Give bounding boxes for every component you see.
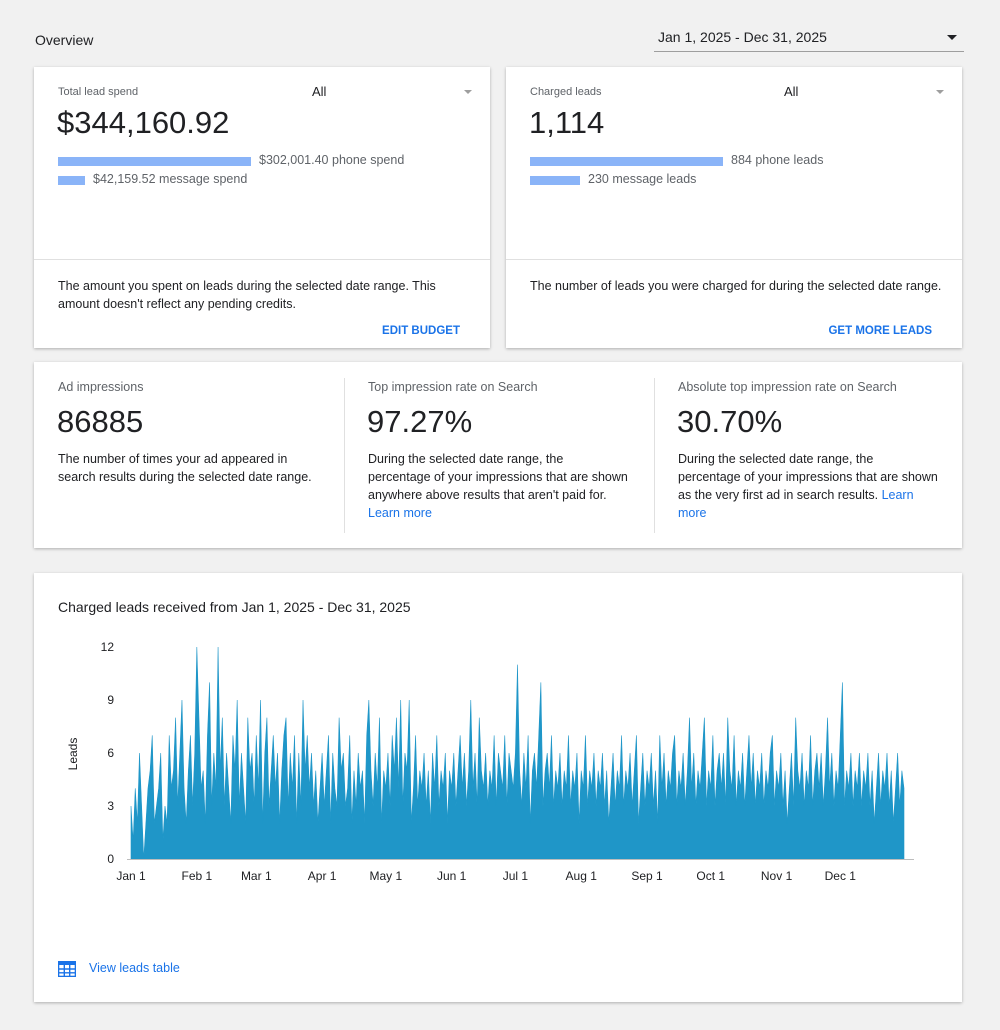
- phone-leads-label: 884 phone leads: [731, 153, 824, 167]
- leads-area-series: [130, 646, 905, 860]
- message-spend-bar: [58, 176, 85, 185]
- metric-description: During the selected date range, the perc…: [678, 450, 938, 522]
- card-description: The number of leads you were charged for…: [530, 279, 942, 293]
- metric-separator: [654, 378, 655, 533]
- metric-value: 86885: [57, 404, 144, 439]
- message-leads-label: 230 message leads: [588, 172, 697, 186]
- metric-absolute-top-impression-rate: Absolute top impression rate on Search 3…: [654, 362, 962, 548]
- phone-spend-label: $302,001.40 phone spend: [259, 153, 405, 167]
- metric-description-text: During the selected date range, the perc…: [678, 452, 938, 502]
- x-tick-label: Jan 1: [116, 869, 146, 883]
- get-more-leads-button[interactable]: GET MORE LEADS: [828, 325, 932, 337]
- filter-value: All: [784, 84, 799, 99]
- charged-leads-card: Charged leads All 1,114 884 phone leads …: [506, 67, 962, 348]
- impressions-card: Ad impressions 86885 The number of times…: [34, 362, 962, 548]
- card-divider: [506, 259, 962, 260]
- card-label: Charged leads: [530, 86, 602, 98]
- x-tick-label: Nov 1: [761, 869, 793, 883]
- phone-spend-bar: [58, 157, 251, 166]
- metric-ad-impressions: Ad impressions 86885 The number of times…: [34, 362, 344, 548]
- x-tick-label: Dec 1: [825, 869, 857, 883]
- x-tick-label: May 1: [369, 869, 402, 883]
- x-tick-label: Sep 1: [631, 869, 663, 883]
- x-tick-label: Jun 1: [437, 869, 467, 883]
- metric-value: 30.70%: [677, 404, 783, 439]
- y-tick-label: 6: [107, 746, 114, 760]
- message-spend-label: $42,159.52 message spend: [93, 172, 248, 186]
- leads-chart: 0 3 6 9 12 Jan 1 Feb 1 Mar 1 Apr 1 May 1 Jun 1 Jul …: [66, 640, 914, 883]
- learn-more-link[interactable]: Learn more: [368, 506, 432, 520]
- metric-top-impression-rate: Top impression rate on Search 97.27% Dur…: [344, 362, 654, 548]
- chart-title: Charged leads received from Jan 1, 2025 …: [58, 599, 411, 615]
- table-icon: [58, 961, 76, 977]
- learn-more-link[interactable]: Learn more: [678, 488, 914, 520]
- x-tick-label: Aug 1: [566, 869, 598, 883]
- x-tick-label: Jul 1: [503, 869, 529, 883]
- metric-separator: [344, 378, 345, 533]
- charged-leads-chart-card: Charged leads received from Jan 1, 2025 …: [34, 573, 962, 1002]
- caret-down-icon: [936, 90, 944, 94]
- metric-label: Ad impressions: [58, 380, 144, 394]
- card-description: The amount you spent on leads during the…: [58, 279, 436, 311]
- spend-filter-dropdown[interactable]: All: [304, 83, 474, 103]
- total-spend-value: $344,160.92: [57, 105, 230, 140]
- page-title: Overview: [35, 32, 94, 48]
- metric-description: During the selected date range, the perc…: [368, 450, 628, 522]
- message-leads-bar: [530, 176, 580, 185]
- card-label: Total lead spend: [58, 86, 139, 98]
- x-tick-label: Apr 1: [308, 869, 337, 883]
- leads-filter-dropdown[interactable]: All: [776, 83, 946, 103]
- card-divider: [34, 259, 490, 260]
- y-tick-label: 0: [107, 852, 114, 866]
- y-tick-label: 9: [107, 693, 114, 707]
- metric-value: 97.27%: [367, 404, 473, 439]
- date-range-value: Jan 1, 2025 - Dec 31, 2025: [658, 29, 827, 45]
- y-tick-label: 12: [101, 640, 115, 654]
- phone-leads-bar: [530, 157, 723, 166]
- edit-budget-button[interactable]: EDIT BUDGET: [382, 325, 460, 337]
- caret-down-icon: [947, 35, 957, 40]
- charged-leads-value: 1,114: [529, 105, 605, 140]
- x-tick-label: Mar 1: [241, 869, 272, 883]
- y-axis-label: Leads: [66, 738, 80, 771]
- metric-description: The number of times your ad appeared in …: [58, 450, 318, 486]
- x-tick-label: Feb 1: [181, 869, 212, 883]
- metric-label: Top impression rate on Search: [368, 380, 538, 394]
- total-lead-spend-card: Total lead spend All $344,160.92 $302,00…: [34, 67, 490, 348]
- y-tick-label: 3: [107, 799, 114, 813]
- metric-description-text: The number of times your ad appeared in …: [58, 452, 312, 484]
- filter-value: All: [312, 84, 327, 99]
- view-leads-table-label: View leads table: [89, 961, 180, 975]
- metric-label: Absolute top impression rate on Search: [678, 380, 897, 394]
- metric-description-text: During the selected date range, the perc…: [368, 452, 628, 502]
- caret-down-icon: [464, 90, 472, 94]
- x-tick-label: Oct 1: [696, 869, 725, 883]
- date-range-dropdown[interactable]: Jan 1, 2025 - Dec 31, 2025: [654, 26, 964, 52]
